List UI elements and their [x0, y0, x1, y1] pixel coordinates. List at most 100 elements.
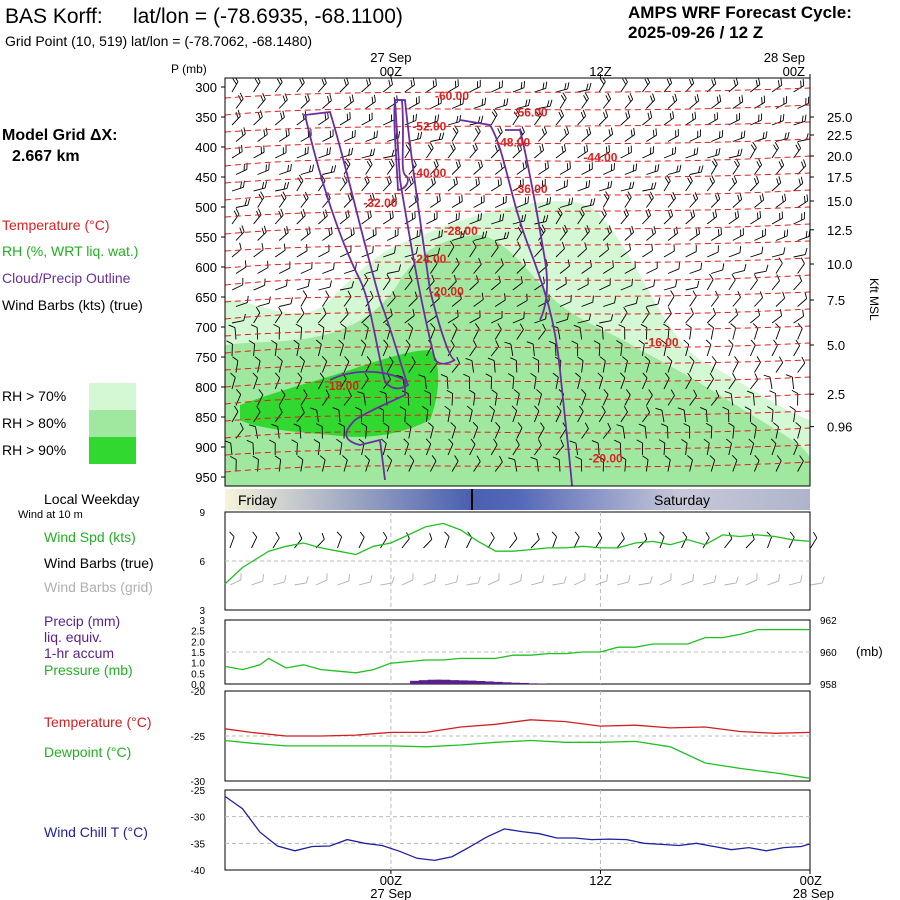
wind-barb	[274, 110, 285, 126]
wind-barb	[710, 158, 718, 175]
wind-barb	[512, 276, 523, 291]
wind-barb	[278, 389, 286, 406]
panel-tick-label: 1.0	[191, 659, 205, 670]
wind-barb-grid	[444, 575, 459, 586]
wind-barb	[491, 213, 505, 225]
wind-barb	[293, 339, 300, 357]
wind-barb	[231, 278, 244, 291]
wind-barb	[599, 356, 606, 373]
temperature-series-label: Temperature (°C)	[44, 714, 152, 730]
height-tick-label: 0.96	[827, 420, 852, 435]
wind-barb	[343, 263, 357, 274]
wind-barb	[750, 175, 760, 192]
pressure-tick-label: 500	[195, 200, 217, 215]
wind-barb	[663, 174, 671, 192]
time-date-bottom: 28 Sep	[793, 886, 834, 900]
wind-barb	[336, 438, 343, 456]
wind-barb	[667, 262, 680, 274]
wind-barb	[624, 163, 638, 175]
wind-barb	[707, 148, 721, 159]
wind-barb	[618, 324, 626, 340]
isotherm-label: -56.00	[514, 106, 548, 120]
wind-barb	[577, 144, 588, 159]
pressure-right-tick: 962	[820, 616, 837, 627]
weekday-friday: Friday	[238, 492, 277, 508]
wind-barb	[387, 264, 402, 274]
wind-barb	[404, 176, 414, 192]
wind-barb	[771, 78, 783, 93]
isotherm-label: -44.00	[583, 150, 617, 164]
wind-barb	[446, 389, 454, 406]
wind-barb	[775, 257, 783, 274]
wind-barb	[451, 159, 461, 175]
wind-barb	[689, 129, 701, 142]
wind-barb	[274, 306, 283, 324]
precip-label: Precip (mm)	[44, 613, 121, 629]
wind-barb	[451, 97, 464, 109]
isotherm-label: -24.00	[412, 252, 446, 266]
wind-barb	[315, 339, 322, 357]
wind-barb	[530, 372, 537, 390]
time-hour-top: 12Z	[589, 64, 611, 79]
wind-barb	[257, 92, 266, 109]
wind-barb	[685, 244, 697, 258]
wind-barb	[703, 438, 710, 456]
wind-barb-grid	[552, 576, 567, 586]
temperature-line	[224, 719, 811, 737]
wind-barb	[278, 191, 287, 208]
wind-barb	[746, 390, 755, 406]
wind-barb	[231, 405, 239, 423]
time-hour-bottom: 00Z	[380, 873, 402, 888]
wind-barb	[593, 340, 601, 357]
rh70-swatch	[89, 383, 136, 410]
rh90-swatch	[89, 437, 136, 464]
wind-barb	[598, 110, 609, 126]
wind-barb	[730, 323, 737, 340]
wind-barb	[705, 422, 713, 439]
wind-barb	[293, 423, 302, 439]
wind-barb	[430, 455, 437, 472]
wind-barb	[300, 389, 308, 406]
wind-barb	[552, 372, 559, 390]
wind-barb	[513, 389, 520, 406]
wind-barb	[404, 274, 413, 291]
wind-barb	[689, 192, 699, 208]
isotherm-label: -40.00	[412, 166, 446, 180]
wind-barb-grid	[702, 575, 717, 586]
wind-barb-grid	[272, 575, 287, 586]
wind-barb	[485, 373, 493, 390]
wind-barb	[322, 290, 330, 307]
wind-barb	[318, 147, 331, 159]
wind-barb	[512, 178, 524, 192]
wind-barb	[511, 405, 518, 423]
wind-barb	[667, 93, 678, 109]
wind-barb	[598, 242, 609, 258]
wind-barb	[318, 280, 332, 291]
wind-barb	[797, 292, 808, 307]
panel-tick-label: 0.5	[191, 669, 205, 680]
wind-barb	[534, 143, 545, 159]
wind-barb	[646, 164, 660, 175]
height-tick-label: 25.0	[827, 110, 852, 125]
wind-barb	[253, 181, 267, 192]
wind-barb	[775, 96, 788, 109]
wind-barb	[235, 260, 247, 274]
wind-barb	[473, 292, 484, 307]
wind-barb-grid	[810, 576, 825, 586]
wind-barb	[343, 290, 352, 307]
wind-barb	[577, 82, 592, 93]
wind-barb	[581, 92, 589, 109]
wind-barb	[254, 356, 261, 373]
wind-barb	[361, 112, 373, 126]
wind-barb	[689, 94, 700, 109]
wind-barb	[427, 422, 434, 439]
precip-bar	[488, 681, 503, 684]
wind-barb	[793, 176, 804, 192]
wind-barb	[775, 356, 784, 373]
pressure-tick-label: 750	[195, 350, 217, 365]
wind-barb	[516, 258, 526, 274]
wind-barb	[408, 291, 418, 307]
wind-barb-grid	[509, 574, 522, 586]
wind-barb	[667, 389, 675, 406]
wind-barb	[322, 262, 335, 274]
